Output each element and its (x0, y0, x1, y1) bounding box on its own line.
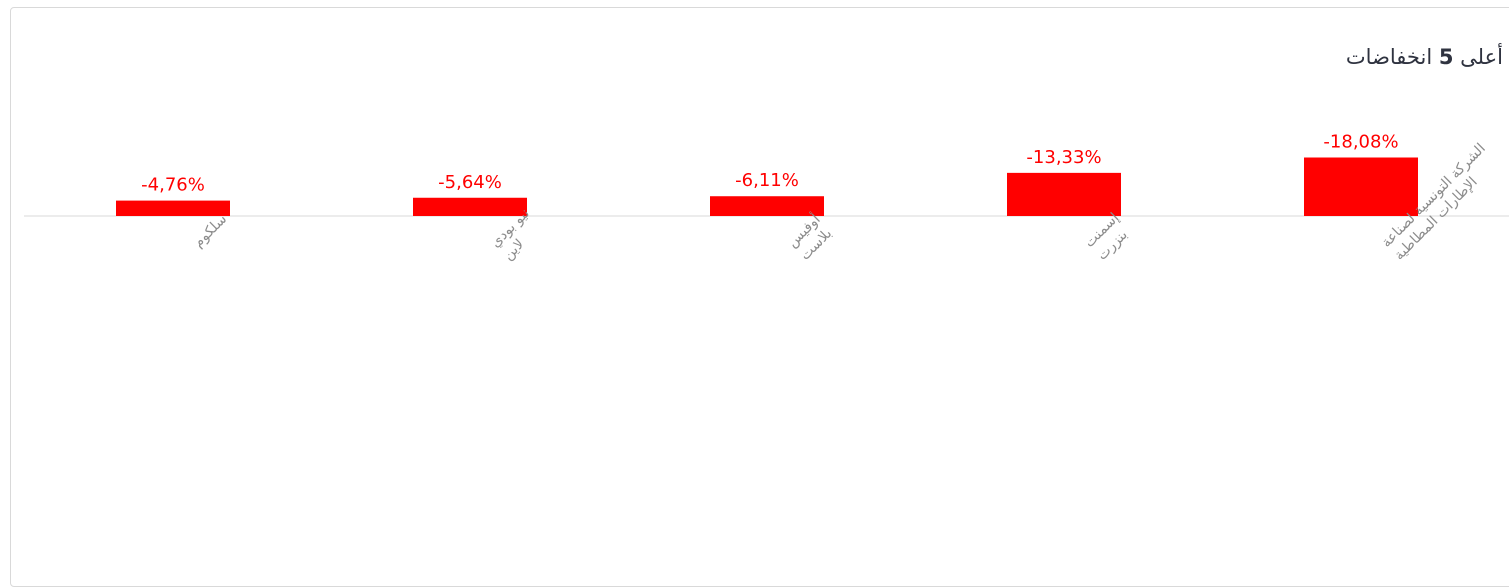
bar (116, 200, 230, 216)
bar-chart: -4,76%سلكوم-5,64%نيو بوديلاين-6,11%أوفيس… (24, 132, 1509, 264)
title-prefix: أعلى (1460, 45, 1503, 69)
category-label-line: سلكوم (191, 211, 231, 251)
data-label: -6,11% (735, 170, 799, 191)
bar (1007, 172, 1121, 216)
data-label: -18,08% (1323, 132, 1398, 153)
data-label: -5,64% (438, 172, 502, 193)
title-suffix: انخفاضات (1345, 45, 1433, 69)
category-label-group: إسمنتبنزرت (1082, 210, 1136, 264)
category-label-group: أوفيسبلاست (783, 210, 836, 263)
category-label: إسمنتبنزرت (1082, 210, 1136, 264)
category-label-group: سلكوم (191, 211, 231, 251)
chart-title: أعلى 5 انخفاضات (1346, 45, 1503, 69)
bar (710, 196, 824, 216)
category-label: أوفيسبلاست (783, 210, 836, 263)
data-label: -13,33% (1026, 147, 1101, 168)
chart-card (10, 7, 1509, 587)
bar (413, 197, 527, 216)
category-label: سلكوم (191, 211, 231, 251)
title-number: 5 (1438, 45, 1454, 69)
data-label: -4,76% (141, 175, 205, 196)
bar (1304, 157, 1418, 216)
